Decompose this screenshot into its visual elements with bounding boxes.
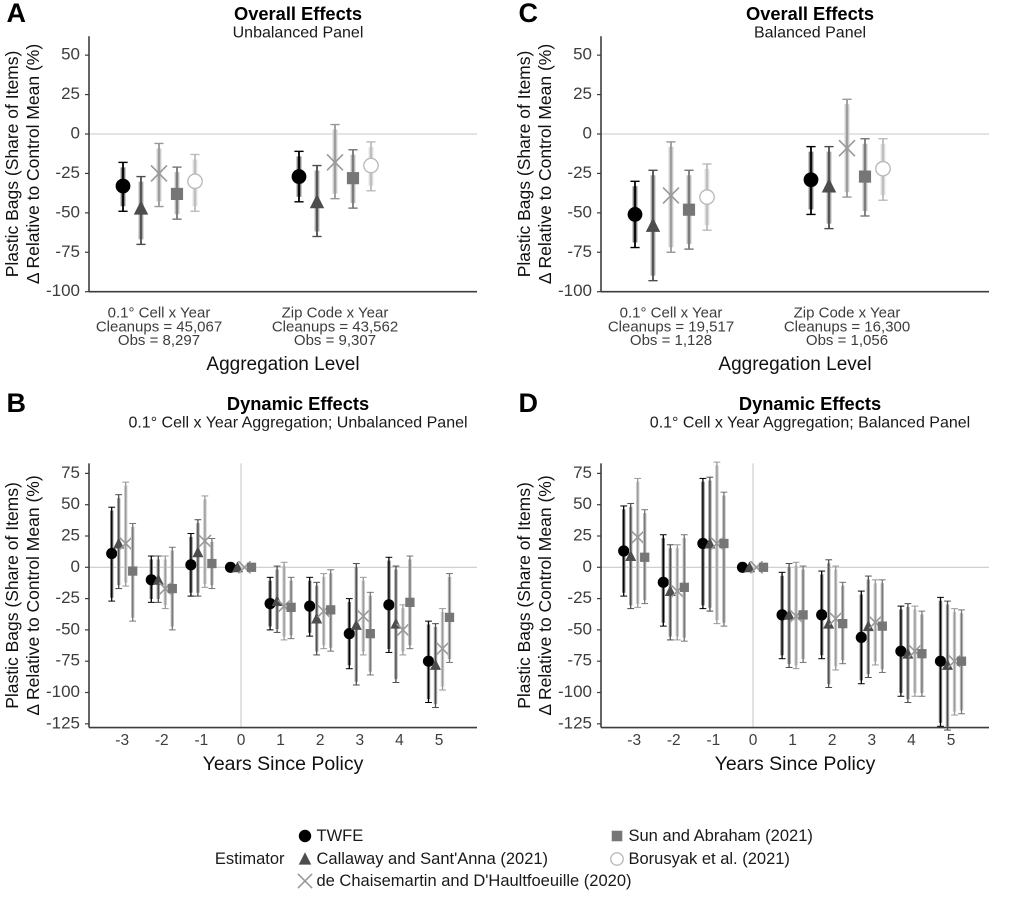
svg-text:0: 0	[749, 732, 758, 749]
svg-text:0: 0	[237, 732, 246, 749]
svg-text:50: 50	[573, 494, 592, 513]
svg-text:-100: -100	[558, 281, 592, 300]
svg-text:Aggregation Level: Aggregation Level	[206, 354, 359, 375]
svg-text:-1: -1	[195, 732, 209, 749]
svg-text:Δ Relative to Control Mean (%): Δ Relative to Control Mean (%)	[535, 44, 555, 284]
svg-text:1: 1	[276, 732, 285, 749]
svg-text:Plastic Bags (Share of Items): Plastic Bags (Share of Items)	[2, 51, 22, 278]
svg-text:Overall Effects: Overall Effects	[234, 3, 362, 24]
svg-text:-100: -100	[558, 682, 592, 701]
svg-text:-50: -50	[55, 202, 80, 221]
svg-text:Obs = 9,307: Obs = 9,307	[294, 332, 376, 349]
svg-text:-75: -75	[567, 242, 592, 261]
svg-text:A: A	[7, 0, 27, 28]
svg-text:-25: -25	[567, 163, 592, 182]
svg-text:0: 0	[71, 124, 80, 143]
svg-text:50: 50	[573, 45, 592, 64]
svg-text:50: 50	[61, 494, 80, 513]
svg-text:0: 0	[71, 557, 80, 576]
svg-text:Dynamic Effects: Dynamic Effects	[739, 393, 881, 414]
svg-text:75: 75	[61, 463, 80, 482]
svg-text:2: 2	[316, 732, 325, 749]
svg-text:4: 4	[907, 732, 916, 749]
svg-text:Obs = 8,297: Obs = 8,297	[118, 332, 200, 349]
svg-text:25: 25	[573, 84, 592, 103]
svg-text:-100: -100	[46, 281, 80, 300]
svg-text:-25: -25	[55, 163, 80, 182]
svg-text:0: 0	[583, 557, 592, 576]
svg-text:Aggregation Level: Aggregation Level	[718, 354, 871, 375]
svg-text:-2: -2	[667, 732, 681, 749]
svg-text:-75: -75	[55, 651, 80, 670]
svg-text:-75: -75	[567, 651, 592, 670]
svg-text:1: 1	[788, 732, 797, 749]
svg-text:50: 50	[61, 45, 80, 64]
svg-text:-50: -50	[567, 619, 592, 638]
svg-text:0.1° Cell x Year Aggregation;: 0.1° Cell x Year Aggregation; Balanced P…	[650, 415, 970, 432]
svg-text:Callaway and Sant'Anna (2021): Callaway and Sant'Anna (2021)	[317, 850, 549, 868]
svg-text:Unbalanced Panel: Unbalanced Panel	[233, 25, 364, 42]
svg-text:-50: -50	[55, 619, 80, 638]
svg-text:B: B	[7, 390, 27, 418]
svg-text:Years Since Policy: Years Since Policy	[203, 753, 364, 775]
svg-text:Overall Effects: Overall Effects	[746, 3, 874, 24]
svg-text:Δ Relative to Control Mean (%): Δ Relative to Control Mean (%)	[23, 475, 43, 715]
svg-text:-1: -1	[707, 732, 721, 749]
svg-text:Plastic Bags (Share of Items): Plastic Bags (Share of Items)	[514, 482, 534, 709]
svg-text:Sun and Abraham (2021): Sun and Abraham (2021)	[629, 827, 813, 845]
svg-text:-125: -125	[46, 713, 80, 732]
svg-text:-2: -2	[155, 732, 169, 749]
svg-text:3: 3	[355, 732, 364, 749]
svg-text:Plastic Bags (Share of Items): Plastic Bags (Share of Items)	[514, 51, 534, 278]
svg-text:Obs = 1,056: Obs = 1,056	[806, 332, 888, 349]
svg-text:0.1° Cell x Year Aggregation;: 0.1° Cell x Year Aggregation; Unbalanced…	[128, 415, 467, 432]
svg-text:-3: -3	[115, 732, 129, 749]
svg-text:Plastic Bags (Share of Items): Plastic Bags (Share of Items)	[2, 482, 22, 709]
svg-text:-100: -100	[46, 682, 80, 701]
svg-text:Δ Relative to Control Mean (%): Δ Relative to Control Mean (%)	[23, 44, 43, 284]
svg-text:5: 5	[947, 732, 956, 749]
svg-text:-50: -50	[567, 202, 592, 221]
svg-text:25: 25	[573, 526, 592, 545]
svg-text:-3: -3	[627, 732, 641, 749]
svg-text:-25: -25	[567, 588, 592, 607]
svg-text:5: 5	[435, 732, 444, 749]
svg-text:de Chaisemartin and D'Haultfoe: de Chaisemartin and D'Haultfoeuille (202…	[317, 872, 632, 890]
svg-text:25: 25	[61, 526, 80, 545]
svg-text:75: 75	[573, 463, 592, 482]
svg-text:4: 4	[395, 732, 404, 749]
svg-text:C: C	[519, 0, 539, 28]
svg-text:Dynamic Effects: Dynamic Effects	[227, 393, 369, 414]
svg-text:Years Since Policy: Years Since Policy	[715, 753, 876, 775]
svg-text:-125: -125	[558, 713, 592, 732]
svg-text:Estimator: Estimator	[215, 850, 285, 868]
svg-text:2: 2	[828, 732, 837, 749]
svg-text:Balanced Panel: Balanced Panel	[754, 25, 866, 42]
svg-text:D: D	[519, 390, 539, 418]
svg-text:25: 25	[61, 84, 80, 103]
svg-text:TWFE: TWFE	[317, 827, 364, 845]
svg-text:3: 3	[867, 732, 876, 749]
svg-text:-25: -25	[55, 588, 80, 607]
svg-text:Borusyak et al. (2021): Borusyak et al. (2021)	[629, 850, 790, 868]
svg-text:0: 0	[583, 124, 592, 143]
svg-text:Δ Relative to Control Mean (%): Δ Relative to Control Mean (%)	[535, 475, 555, 715]
svg-text:Obs = 1,128: Obs = 1,128	[630, 332, 712, 349]
svg-text:-75: -75	[55, 242, 80, 261]
